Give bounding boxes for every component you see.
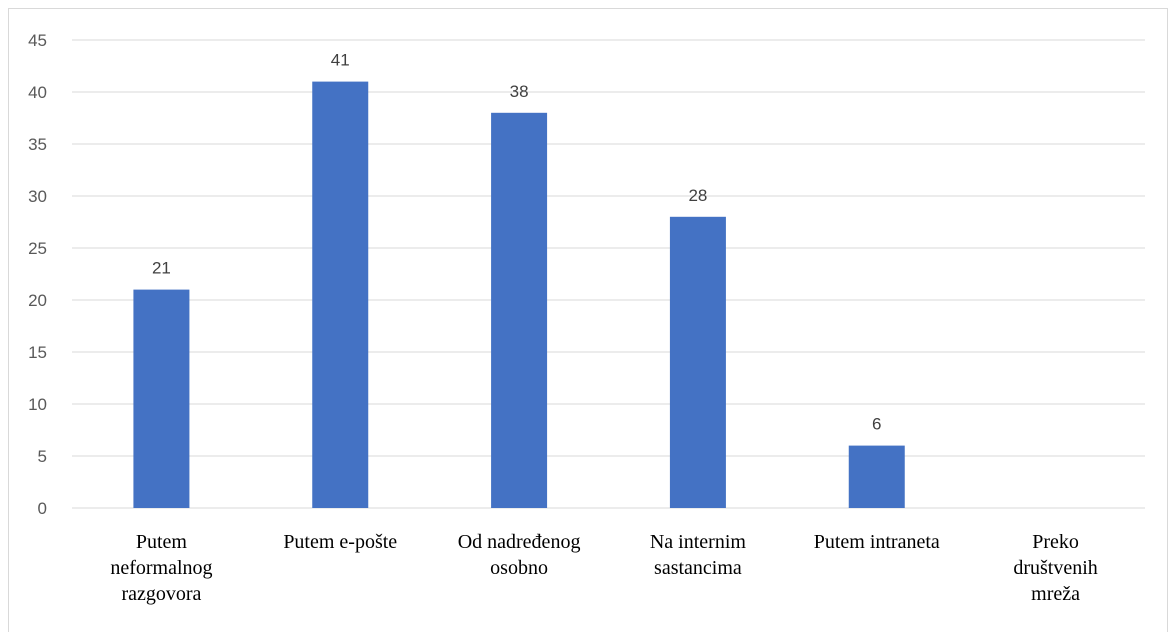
bars [133,81,905,509]
y-tick-label-10: 10 [28,395,47,414]
gridlines [72,39,1145,509]
bar-5 [848,445,905,508]
data-label-3: 38 [510,82,529,101]
data-label-1: 21 [152,259,171,278]
category-label-1: Putem neformalnog razgovora [110,531,212,605]
y-tick-label-0: 0 [38,499,47,518]
y-tick-label-40: 40 [28,83,47,102]
bar-4 [669,216,726,509]
category-label-6: Preko društvenih mreža [1013,531,1097,605]
data-labels: 21 41 38 28 6 [152,51,882,434]
category-label-5: Putem intraneta [814,531,940,553]
y-tick-label-5: 5 [38,447,47,466]
category-label-3: Od nadređenog osobno [458,531,581,579]
data-label-4: 28 [688,186,707,205]
y-tick-label-35: 35 [28,135,47,154]
category-label-2: Putem e-pošte [283,531,397,553]
y-tick-label-15: 15 [28,343,47,362]
data-label-2: 41 [331,51,350,70]
data-label-5: 6 [872,415,881,434]
bar-2 [312,81,369,508]
bar-3 [491,112,548,509]
category-label-4: Na internim sastancima [650,531,747,579]
y-tick-label-25: 25 [28,239,47,258]
x-axis-categories: Putem neformalnog razgovora Putem e-pošte Od… [110,531,1097,605]
y-tick-label-20: 20 [28,291,47,310]
y-tick-label-45: 45 [28,31,47,50]
y-tick-label-30: 30 [28,187,47,206]
y-axis-ticks: 0 5 10 15 20 25 30 35 40 45 [28,31,47,518]
bar-1 [133,289,190,508]
chart-frame [8,8,1168,632]
